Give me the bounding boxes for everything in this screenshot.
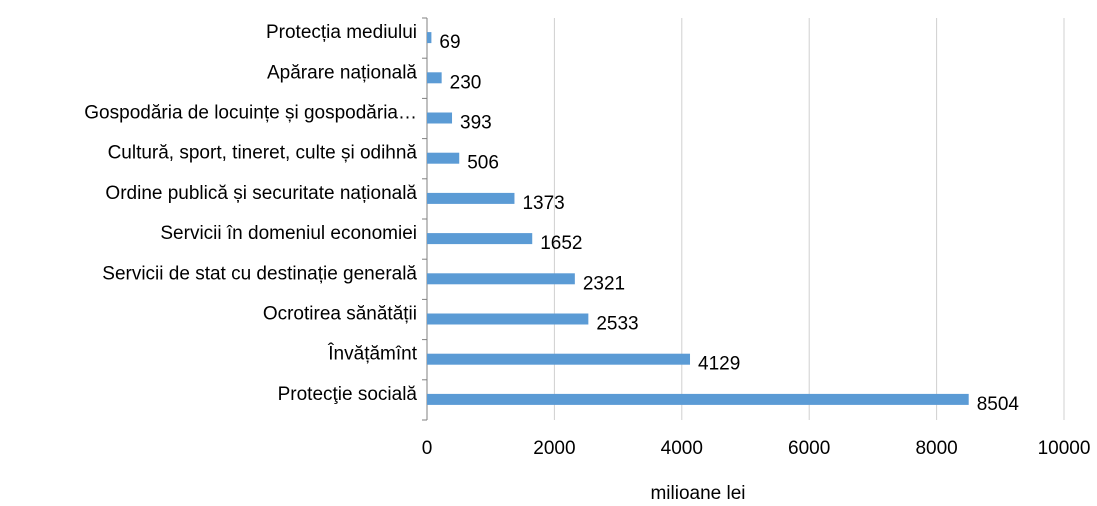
y-tick-label: Protecţie socială bbox=[278, 384, 418, 405]
data-label: 8504 bbox=[977, 394, 1020, 415]
bar bbox=[427, 72, 442, 84]
x-tick-label: 4000 bbox=[661, 438, 703, 459]
x-tick-label: 10000 bbox=[1038, 438, 1091, 459]
y-tick-label: Servicii în domeniul economiei bbox=[160, 223, 417, 244]
x-tick-label: 6000 bbox=[788, 438, 830, 459]
bar bbox=[427, 353, 691, 365]
bar bbox=[427, 112, 453, 124]
bar bbox=[427, 192, 515, 204]
x-tick-label: 2000 bbox=[533, 438, 575, 459]
x-tick-label: 0 bbox=[422, 438, 433, 459]
x-tick-label: 8000 bbox=[915, 438, 957, 459]
bar bbox=[427, 32, 432, 44]
x-axis-title: milioane lei bbox=[650, 483, 745, 504]
y-tick-label: Ordine publică și securitate națională bbox=[105, 183, 417, 204]
data-label: 2533 bbox=[596, 314, 638, 335]
data-label: 2321 bbox=[583, 273, 625, 294]
data-label: 393 bbox=[460, 113, 492, 134]
data-label: 1652 bbox=[540, 233, 582, 254]
data-label: 230 bbox=[450, 72, 482, 93]
data-label: 69 bbox=[439, 32, 460, 53]
y-tick-label: Cultură, sport, tineret, culte și odihnă bbox=[108, 143, 418, 164]
y-tick-label: Învățămînt bbox=[327, 343, 417, 365]
data-label: 4129 bbox=[698, 354, 740, 375]
y-tick-label: Gospodăria de locuințe și gospodăria… bbox=[84, 103, 417, 124]
data-label: 506 bbox=[467, 153, 499, 174]
y-tick-label: Apărare națională bbox=[267, 62, 417, 83]
bar bbox=[427, 233, 533, 245]
data-label: 1373 bbox=[522, 193, 564, 214]
bar bbox=[427, 152, 460, 164]
bar bbox=[427, 393, 969, 405]
bar bbox=[427, 273, 575, 285]
bar bbox=[427, 313, 589, 325]
y-tick-label: Servicii de stat cu destinație generală bbox=[102, 263, 417, 284]
y-tick-label: Ocrotirea sănătății bbox=[263, 304, 417, 325]
y-tick-label: Protecția mediului bbox=[266, 22, 417, 43]
